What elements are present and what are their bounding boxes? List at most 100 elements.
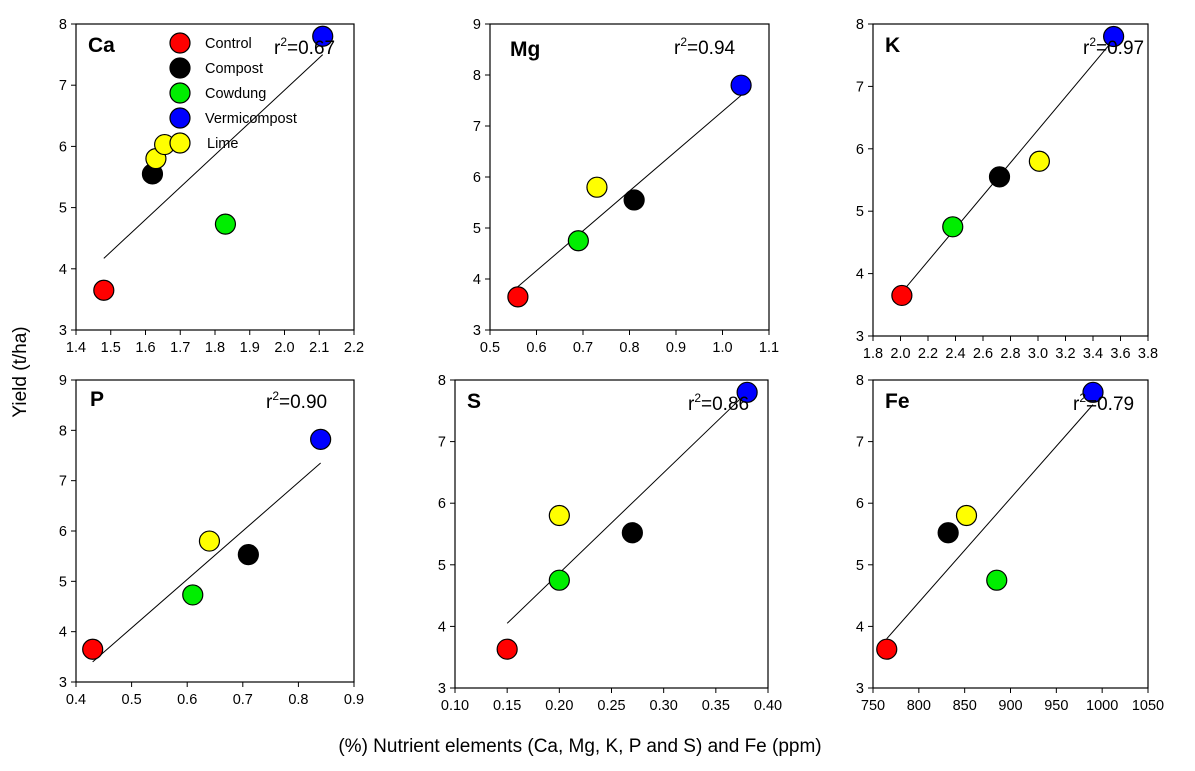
x-tick-label: 0.6: [177, 692, 197, 708]
y-tick-label: 4: [438, 619, 446, 635]
x-tick-label: 1.7: [170, 340, 190, 356]
y-tick-label: 4: [856, 267, 864, 283]
x-tick-label: 1.9: [240, 340, 260, 356]
point-cowdung: [942, 216, 964, 238]
legend-label: Control: [205, 36, 252, 52]
x-tick-label: 2.2: [344, 340, 364, 356]
x-tick-label: 0.40: [754, 698, 782, 714]
y-tick-label: 7: [59, 78, 67, 94]
x-tick-label: 2.1: [309, 340, 329, 356]
legend-item-control: Control: [169, 32, 252, 54]
y-tick-label: 9: [473, 17, 481, 33]
y-tick-label: 5: [856, 558, 864, 574]
legend-marker: [169, 107, 191, 129]
x-tick-label: 850: [953, 698, 977, 714]
y-tick-label: 3: [59, 323, 67, 339]
y-tick-label: 8: [473, 68, 481, 84]
x-tick-label: 1.4: [66, 340, 86, 356]
point-compost: [988, 166, 1011, 188]
x-tick-label: 3.6: [1110, 346, 1130, 362]
point-cowdung: [182, 584, 204, 606]
legend-label: Lime: [207, 136, 238, 152]
point-cowdung: [567, 230, 589, 252]
trend-line: [92, 462, 321, 663]
panel-label: P: [90, 388, 104, 411]
y-tick-label: 7: [59, 474, 67, 490]
point-vermicompost: [312, 25, 334, 47]
point-lime: [955, 504, 978, 527]
panels: 1.4 1.5 1.6 1.7 1.8 1.9 2.0 2.1 2.2 3 4 5 6 7 8 Ca r2=0.…: [59, 17, 1164, 714]
point-vermicompost: [730, 74, 752, 96]
legend-item-vermicompost: Vermicompost: [169, 107, 297, 129]
x-tick-label: 0.10: [441, 698, 469, 714]
y-tick-label: 9: [59, 373, 67, 389]
legend-marker: [169, 57, 191, 79]
panel-k: 1.8 2.0 2.2 2.4 2.6 2.8 3.0 3.2 3.4 3.6 3.8 3 4 5 6 7 8 K…: [856, 17, 1158, 362]
panel-label: K: [885, 34, 900, 57]
point-compost: [237, 544, 259, 566]
y-tick-label: 8: [856, 17, 864, 33]
y-tick-label: 6: [473, 170, 481, 186]
trend-line: [506, 391, 748, 624]
point-lime: [548, 504, 570, 527]
y-tick-label: 4: [59, 262, 67, 278]
y-axis-title: Yield (t/ha): [10, 326, 31, 417]
x-tick-label: 2.4: [945, 346, 965, 362]
x-tick-label: 0.20: [545, 698, 573, 714]
x-tick-label: 950: [1044, 698, 1068, 714]
x-tick-label: 2.2: [918, 346, 938, 362]
point-vermicompost: [1082, 381, 1104, 403]
point-control: [93, 279, 115, 301]
y-tick-label: 8: [59, 423, 67, 439]
x-tick-label: 0.8: [619, 340, 639, 356]
r-squared-label: r2=0.90: [266, 389, 327, 413]
r-squared-label: r2=0.94: [674, 35, 736, 59]
x-tick-label: 1000: [1086, 698, 1118, 714]
y-tick-label: 3: [473, 323, 481, 339]
y-tick-label: 5: [59, 574, 67, 590]
point-compost: [937, 522, 959, 544]
y-tick-label: 7: [438, 435, 446, 451]
x-tick-label: 0.9: [666, 340, 686, 356]
x-tick-label: 2.0: [274, 340, 294, 356]
plot-frame: [75, 379, 355, 683]
y-tick-label: 7: [856, 435, 864, 451]
x-tick-label: 0.7: [233, 692, 253, 708]
x-tick-label: 0.30: [650, 698, 678, 714]
point-cowdung: [214, 213, 237, 235]
point-vermicompost: [736, 381, 758, 403]
y-tick-label: 6: [59, 139, 67, 155]
y-tick-label: 5: [856, 204, 864, 220]
x-tick-label: 3.2: [1055, 346, 1075, 362]
point-vermicompost: [1103, 25, 1125, 48]
y-tick-label: 3: [856, 329, 864, 345]
x-tick-label: 1.8: [205, 340, 225, 356]
x-tick-label: 900: [998, 698, 1022, 714]
x-tick-label: 2.6: [973, 346, 993, 362]
x-tick-label: 0.6: [526, 340, 546, 356]
y-tick-label: 4: [59, 625, 67, 641]
y-tick-label: 7: [473, 119, 481, 135]
x-tick-label: 0.5: [122, 692, 142, 708]
y-tick-label: 3: [856, 681, 864, 697]
point-lime: [1028, 150, 1050, 172]
legend: Control Compost Cowdung Vermicompost Lime: [169, 32, 297, 154]
x-tick-label: 1.5: [101, 340, 121, 356]
plot-frame: [872, 379, 1149, 689]
point-control: [507, 286, 529, 308]
y-tick-label: 8: [438, 373, 446, 389]
plot-frame: [489, 23, 770, 331]
x-tick-label: 0.9: [344, 692, 364, 708]
y-tick-label: 6: [438, 496, 446, 512]
y-tick-label: 4: [473, 272, 481, 288]
panel-p: 0.4 0.5 0.6 0.7 0.8 0.9 3 4 5 6 7 8 9 P r2=0.90: [59, 373, 364, 708]
point-control: [496, 638, 518, 660]
panel-s: 0.10 0.15 0.20 0.25 0.30 0.35 0.40 3 4 5 6 7 8 S r2=0.…: [438, 373, 782, 714]
y-tick-label: 5: [438, 558, 446, 574]
point-lime: [198, 530, 221, 552]
x-tick-label: 2.0: [890, 346, 910, 362]
legend-label: Cowdung: [205, 86, 266, 102]
legend-item-lime: Lime: [169, 132, 238, 154]
point-cowdung: [548, 569, 570, 591]
